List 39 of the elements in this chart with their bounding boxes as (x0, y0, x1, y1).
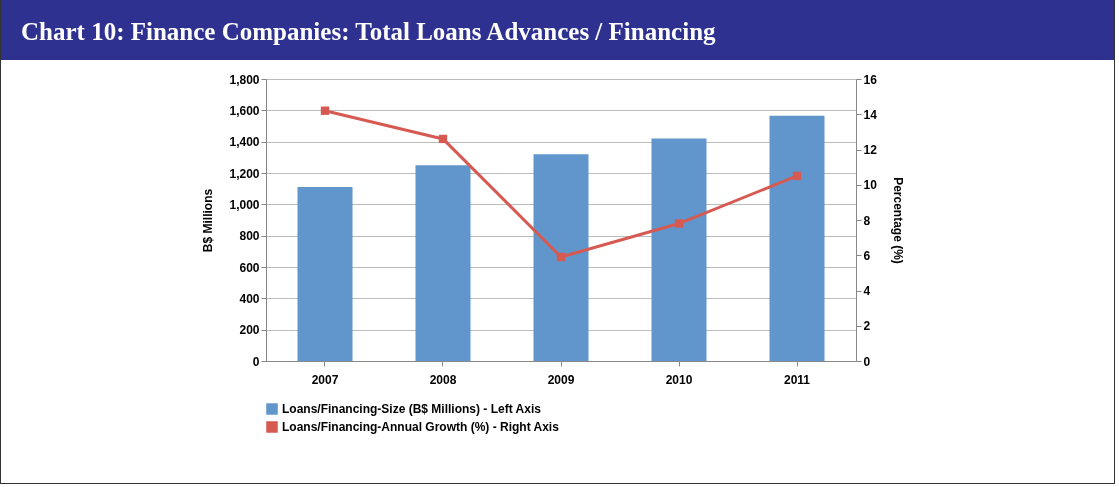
y2-tick-label: 16 (863, 72, 878, 87)
point (792, 171, 802, 181)
y2-tick-label: 4 (863, 284, 871, 298)
bar (769, 115, 825, 361)
y-tick-label: 1,400 (229, 135, 260, 150)
bar (297, 187, 353, 361)
y-tick-label: 0 (252, 354, 260, 369)
y-tick-label: 200 (239, 323, 260, 338)
x-tick-label: 2010 (665, 372, 693, 387)
point (556, 252, 566, 262)
bar (415, 165, 471, 361)
bar (533, 154, 589, 361)
point (674, 219, 684, 228)
y-axis-title: B$ Millions (201, 188, 216, 253)
y2-tick-label: 2 (863, 319, 871, 334)
y-tick-label: 1,000 (229, 197, 260, 212)
x-tick-label: 2011 (783, 372, 811, 387)
y-tick-label: 400 (239, 291, 260, 306)
y-tick-label: 1,200 (229, 166, 260, 181)
x-tick-label: 2009 (547, 372, 575, 387)
chart-title: Chart 10: Finance Companies: Total Loans Advances / Financing (1, 0, 1114, 60)
y2-tick-label: 10 (863, 178, 878, 193)
y2-tick-label: 6 (863, 248, 871, 263)
point (438, 134, 448, 144)
y-tick-label: 600 (239, 260, 260, 275)
y-tick-label: 800 (239, 229, 260, 244)
legend-label: Loans/Financing-Annual Growth (%) - Right Axis (282, 420, 560, 434)
y2-tick-label: 12 (863, 143, 878, 157)
y2-tick-label: 8 (863, 213, 871, 228)
y2-tick-label: 14 (863, 107, 878, 122)
point (320, 106, 330, 115)
y-tick-label: 1,800 (229, 72, 260, 87)
y-tick-label: 1,600 (229, 103, 260, 118)
y2-tick-label: 0 (863, 354, 871, 369)
x-tick-label: 2008 (429, 372, 457, 387)
legend-label: Loans/Financing-Size (B$ Millions) - Left Axis (282, 402, 542, 416)
bar (651, 138, 707, 361)
y2-axis-title: Percentage (%) (890, 177, 905, 264)
x-tick-label: 2007 (311, 372, 339, 387)
